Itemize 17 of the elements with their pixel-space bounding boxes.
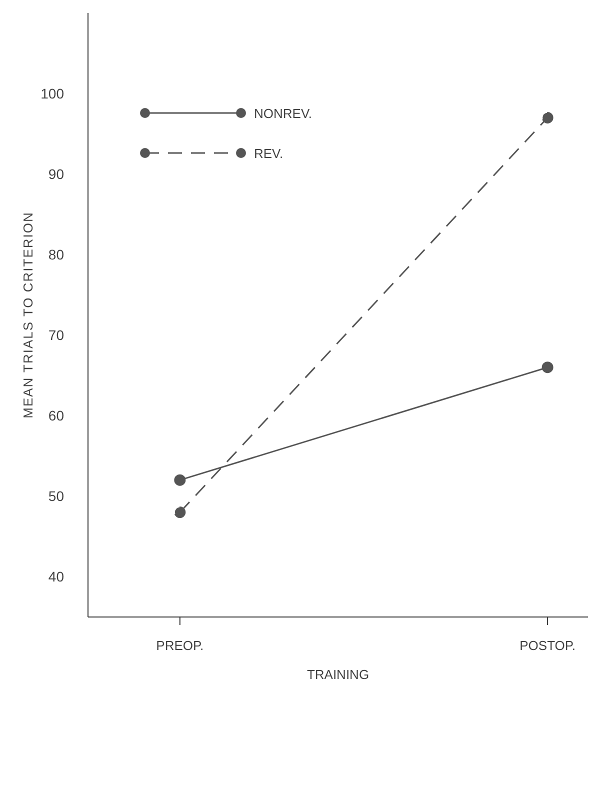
point — [542, 112, 554, 124]
y-tick-label: 90 — [48, 166, 64, 182]
point — [174, 506, 186, 518]
legend-label: NONREV. — [254, 106, 312, 120]
point — [542, 362, 554, 374]
y-tick-label: 50 — [48, 488, 64, 504]
y-tick-label: 100 — [40, 86, 64, 102]
x-tick-label: POSTOP. — [520, 638, 576, 654]
x-axis-title: TRAINING — [306, 667, 370, 682]
x-tick-label: PREOP. — [156, 638, 204, 654]
y-tick-label: 40 — [48, 568, 64, 585]
y-tick-label: 70 — [48, 327, 64, 344]
legend-label: REV. — [254, 146, 284, 160]
point — [174, 474, 186, 486]
y-axis-title: MEAN TRIALS TO CRITERION — [20, 212, 36, 418]
y-tick-label: 60 — [48, 408, 64, 424]
y-tick-label: 80 — [48, 246, 64, 263]
